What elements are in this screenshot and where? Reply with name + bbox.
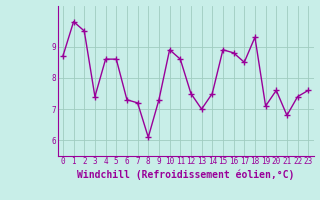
X-axis label: Windchill (Refroidissement éolien,°C): Windchill (Refroidissement éolien,°C) [77, 169, 294, 180]
